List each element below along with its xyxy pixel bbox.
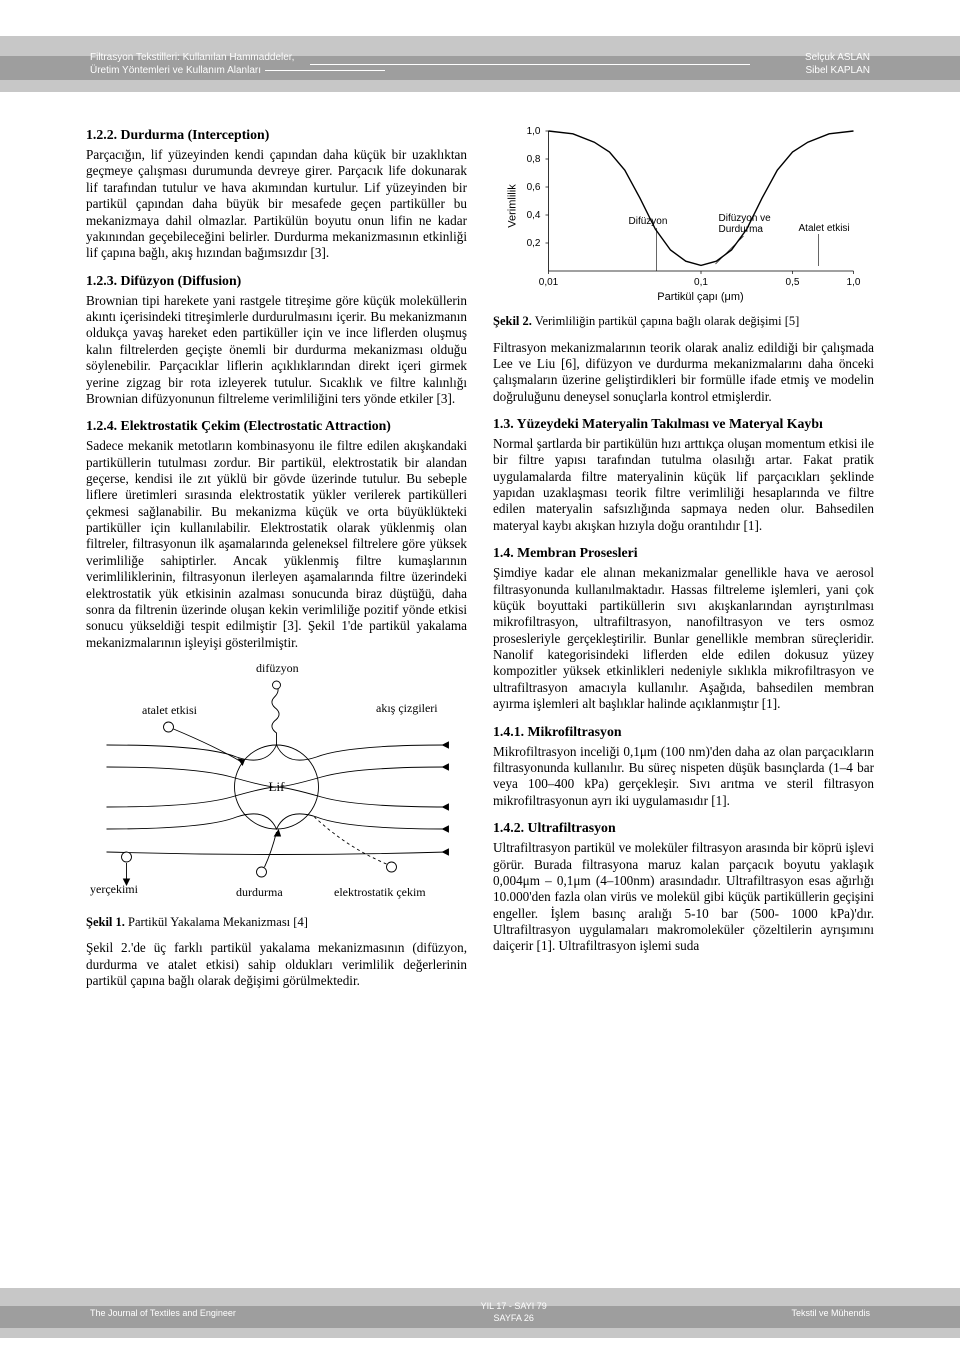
page-footer: The Journal of Textiles and Engineer YIL… (0, 1288, 960, 1338)
page-header: Filtrasyon Tekstilleri: Kullanılan Hamma… (0, 36, 960, 92)
section-122-body: Parçacığın, lif yüzeyinden kendi çapında… (86, 147, 467, 262)
svg-text:0,5: 0,5 (786, 277, 800, 288)
content-area: 1.2.2. Durdurma (Interception) Parçacığı… (86, 116, 874, 1278)
author-2: Sibel KAPLAN (805, 64, 870, 78)
bridge-paragraph: Şekil 2.'de üç farklı partikül yakalama … (86, 940, 467, 989)
fig2-ann-difdur-l1: Difüzyon ve (719, 213, 772, 224)
footer-center-line2: SAYFA 26 (481, 1313, 547, 1325)
header-title-line1: Filtrasyon Tekstilleri: Kullanılan Hamma… (90, 51, 385, 65)
section-124-title: 1.2.4. Elektrostatik Çekim (Electrostati… (86, 417, 467, 434)
section-141-title: 1.4.1. Mikrofiltrasyon (493, 723, 874, 740)
fig1-label-akis: akış çizgileri (376, 701, 438, 716)
footer-center: YIL 17 - SAYI 79 SAYFA 26 (481, 1301, 547, 1324)
fig1-label-elektro: elektrostatik çekim (334, 885, 426, 900)
fig2-ylabel: Verimlilik (507, 184, 519, 228)
figure-2-caption-bold: Şekil 2. (493, 314, 532, 328)
fig2-ann-difdur-l2: Durdurma (719, 224, 764, 235)
header-title-line2: Üretim Yöntemleri ve Kullanım Alanları (90, 64, 385, 78)
figure-2-caption: Şekil 2. Verimliliğin partikül çapına ba… (493, 314, 874, 330)
figure-1: Lif difüzyon atalet etkisi akış çizgiler… (86, 657, 467, 907)
fig2-ann-atalet: Atalet etkisi (799, 223, 850, 234)
right-intro: Filtrasyon mekanizmalarının teorik olara… (493, 340, 874, 405)
fig1-label-durdurma: durdurma (236, 885, 283, 900)
svg-text:0,6: 0,6 (527, 182, 541, 193)
fig1-label-difuzyon: difüzyon (256, 661, 299, 676)
svg-text:0,2: 0,2 (527, 238, 541, 249)
left-column: 1.2.2. Durdurma (Interception) Parçacığı… (86, 116, 467, 1278)
footer-right: Tekstil ve Mühendis (791, 1308, 870, 1318)
author-1: Selçuk ASLAN (805, 51, 870, 65)
figure-2: 0,2 0,4 0,6 0,8 1,0 0,01 0,1 0,5 1,0 Verimlilik… (493, 116, 874, 306)
svg-text:0,01: 0,01 (539, 277, 559, 288)
section-14-title: 1.4. Membran Prosesleri (493, 544, 874, 561)
svg-text:1,0: 1,0 (527, 126, 541, 137)
section-142-title: 1.4.2. Ultrafiltrasyon (493, 819, 874, 836)
header-authors: Selçuk ASLAN Sibel KAPLAN (805, 51, 870, 78)
section-124-body: Sadece mekanik metotların kombinasyonu i… (86, 438, 467, 651)
section-13-body: Normal şartlarda bir partikülün hızı art… (493, 436, 874, 534)
fig1-label-yercekimi: yerçekimi (90, 882, 138, 897)
fig1-label-atalet: atalet etkisi (142, 703, 197, 718)
figure-1-svg: Lif (86, 657, 467, 907)
fig1-label-lif: Lif (269, 779, 286, 794)
svg-text:0,1: 0,1 (694, 277, 708, 288)
footer-left: The Journal of Textiles and Engineer (90, 1308, 236, 1318)
figure-1-caption-bold: Şekil 1. (86, 915, 125, 929)
section-123-title: 1.2.3. Difüzyon (Diffusion) (86, 272, 467, 289)
svg-text:0,4: 0,4 (527, 210, 541, 221)
figure-1-caption: Şekil 1. Partikül Yakalama Mekanizması [… (86, 915, 467, 931)
fig2-ann-difuzyon: Difüzyon (629, 216, 668, 227)
fig2-xlabel: Partikül çapı (μm) (657, 291, 743, 303)
figure-2-caption-text: Verimliliğin partikül çapına bağlı olara… (532, 314, 799, 328)
footer-center-line1: YIL 17 - SAYI 79 (481, 1301, 547, 1313)
svg-text:1,0: 1,0 (847, 277, 861, 288)
figure-2-svg: 0,2 0,4 0,6 0,8 1,0 0,01 0,1 0,5 1,0 Verimlilik… (493, 116, 874, 306)
section-141-body: Mikrofiltrasyon inceliği 0,1μm (100 nm)'… (493, 744, 874, 809)
section-13-title: 1.3. Yüzeydeki Materyalin Takılması ve M… (493, 415, 874, 432)
section-123-body: Brownian tipi harekete yani rastgele tit… (86, 293, 467, 408)
section-142-body: Ultrafiltrasyon partikül ve moleküler fi… (493, 840, 874, 955)
section-14-body: Şimdiye kadar ele alınan mekanizmalar ge… (493, 565, 874, 712)
svg-text:0,8: 0,8 (527, 154, 541, 165)
section-122-title: 1.2.2. Durdurma (Interception) (86, 126, 467, 143)
right-column: 0,2 0,4 0,6 0,8 1,0 0,01 0,1 0,5 1,0 Verimlilik… (493, 116, 874, 1278)
figure-1-caption-text: Partikül Yakalama Mekanizması [4] (125, 915, 308, 929)
